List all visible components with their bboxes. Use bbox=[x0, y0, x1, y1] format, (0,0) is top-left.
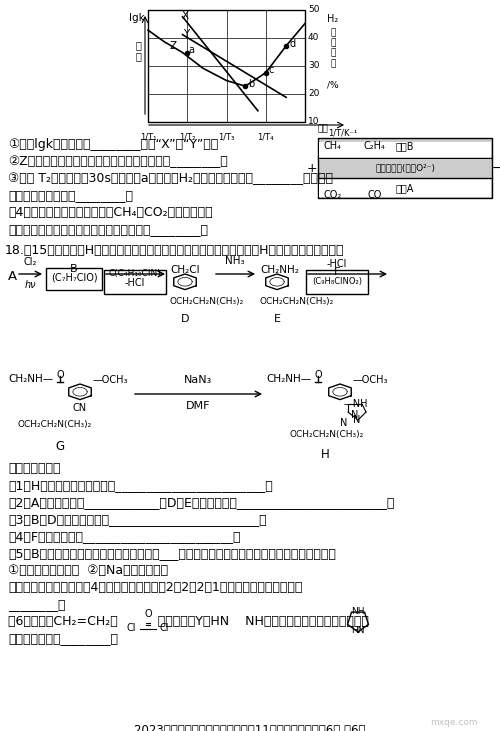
Text: O: O bbox=[56, 370, 64, 380]
Text: 下平衡常数计算式为________。: 下平衡常数计算式为________。 bbox=[8, 189, 133, 202]
Text: 50: 50 bbox=[308, 6, 320, 15]
Text: （6）设计以CH₂=CH₂和          为原料制备Y（HN    NH）的合成路线（用流程图表示，: （6）设计以CH₂=CH₂和 为原料制备Y（HN NH）的合成路线（用流程图表示… bbox=[8, 615, 369, 628]
Text: -HCl: -HCl bbox=[125, 278, 145, 288]
Text: 的
转
化
率: 的 转 化 率 bbox=[330, 28, 336, 68]
Text: 其原理如图所示。转化过程中阳极反应式为________。: 其原理如图所示。转化过程中阳极反应式为________。 bbox=[8, 223, 208, 236]
Bar bbox=[104, 270, 166, 294]
Text: （3）B到D的反应方程式为________________________。: （3）B到D的反应方程式为________________________。 bbox=[8, 513, 266, 526]
Text: 1/T₃: 1/T₃ bbox=[218, 133, 234, 142]
Text: DMF: DMF bbox=[186, 401, 210, 411]
Text: —OCH₃: —OCH₃ bbox=[353, 375, 388, 385]
Text: O: O bbox=[144, 609, 152, 619]
Text: ①代表lgk正曲线的是________（填“X”或“Y”）。: ①代表lgk正曲线的是________（填“X”或“Y”）。 bbox=[8, 138, 218, 151]
Text: N: N bbox=[340, 418, 347, 428]
Text: (C₉H₈ClNO₂): (C₉H₈ClNO₂) bbox=[312, 277, 362, 286]
Text: 增大: 增大 bbox=[318, 124, 328, 133]
Text: 增
大: 增 大 bbox=[135, 40, 141, 61]
Text: —NH: —NH bbox=[344, 399, 368, 409]
Text: C₂H₄: C₂H₄ bbox=[363, 141, 385, 151]
Text: OCH₂CH₂N(CH₃)₂: OCH₂CH₂N(CH₃)₂ bbox=[260, 297, 334, 306]
Text: c: c bbox=[269, 66, 274, 75]
Text: H: H bbox=[320, 448, 330, 461]
Text: F: F bbox=[334, 267, 340, 277]
Text: Cl: Cl bbox=[160, 623, 170, 633]
Text: C(C₄H₁₀ClN): C(C₄H₁₀ClN) bbox=[108, 269, 162, 278]
Text: mxqe.com: mxqe.com bbox=[430, 718, 478, 727]
Text: Cl: Cl bbox=[126, 623, 136, 633]
Text: 18.（15分）化合物H是依托比利的衍生物，它是一种常见胃动力药物，H的一种合成路线如下：: 18.（15分）化合物H是依托比利的衍生物，它是一种常见胃动力药物，H的一种合成… bbox=[5, 244, 344, 257]
Text: D: D bbox=[181, 314, 189, 324]
Text: ①属于芳香族化合物  ②与Na反应产生氢气: ①属于芳香族化合物 ②与Na反应产生氢气 bbox=[8, 564, 168, 577]
Bar bbox=[46, 268, 102, 290]
Text: +: + bbox=[306, 162, 318, 175]
Text: CO₂: CO₂ bbox=[323, 190, 341, 200]
Text: 40: 40 bbox=[308, 34, 320, 42]
Text: OCH₂CH₂N(CH₃)₂: OCH₂CH₂N(CH₃)₂ bbox=[169, 297, 243, 306]
Text: 其中，核磁共振氢谱显示4组峰，且峰面积比为2：2：2：1的同分异构体结构简式为: 其中，核磁共振氢谱显示4组峰，且峰面积比为2：2：2：1的同分异构体结构简式为 bbox=[8, 581, 302, 594]
Text: -HCl: -HCl bbox=[327, 259, 347, 269]
Text: 1/T/K⁻¹: 1/T/K⁻¹ bbox=[328, 128, 358, 137]
Bar bbox=[319, 142, 491, 160]
Text: NH₃: NH₃ bbox=[225, 256, 245, 266]
Text: 10: 10 bbox=[308, 118, 320, 126]
Text: 固体电解质(传导O²⁻): 固体电解质(传导O²⁻) bbox=[375, 164, 435, 173]
Text: 2023年广西三新学术联盟高三年级11月联考（化学）第6页 兲6页: 2023年广西三新学术联盟高三年级11月联考（化学）第6页 兲6页 bbox=[134, 724, 366, 731]
Text: CH₂NH—: CH₂NH— bbox=[8, 374, 53, 384]
Text: B: B bbox=[70, 264, 78, 274]
Text: NH: NH bbox=[351, 607, 365, 616]
Text: 无机试剂任选）________。: 无机试剂任选）________。 bbox=[8, 632, 118, 645]
Text: ________。: ________。 bbox=[8, 598, 66, 611]
Text: 30: 30 bbox=[308, 61, 320, 70]
Bar bbox=[319, 179, 491, 197]
Text: X: X bbox=[182, 11, 189, 21]
Text: (C₇H₇ClO): (C₇H₇ClO) bbox=[50, 273, 98, 283]
Text: 1/T₄: 1/T₄ bbox=[258, 133, 274, 142]
Text: d: d bbox=[290, 39, 296, 48]
Text: N: N bbox=[352, 410, 358, 420]
Text: ③假设 T₂温度下经过30s反应达到a点状态，H₂的平均反应速率为________，该温度: ③假设 T₂温度下经过30s反应达到a点状态，H₂的平均反应速率为_______… bbox=[8, 172, 333, 185]
Text: 电极A: 电极A bbox=[396, 183, 414, 193]
Bar bbox=[148, 10, 305, 122]
Text: CO: CO bbox=[368, 190, 382, 200]
Text: G: G bbox=[56, 440, 64, 453]
Text: H₂: H₂ bbox=[328, 14, 338, 24]
Text: CH₂Cl: CH₂Cl bbox=[170, 265, 200, 275]
Text: 1/T₂: 1/T₂ bbox=[179, 133, 196, 142]
Text: （1）H中含氧官能团的名称是________________________。: （1）H中含氧官能团的名称是________________________。 bbox=[8, 479, 273, 492]
Text: lgk: lgk bbox=[129, 13, 145, 23]
Text: CH₂NH—: CH₂NH— bbox=[266, 374, 311, 384]
Text: CN: CN bbox=[73, 403, 87, 413]
Text: CH₄: CH₄ bbox=[323, 141, 341, 151]
Text: （2）A的化学名称是____________，D到E的反应类型是________________________。: （2）A的化学名称是____________，D到E的反应类型是________… bbox=[8, 496, 394, 509]
Text: hν: hν bbox=[24, 280, 36, 290]
Text: /%: /% bbox=[327, 80, 339, 89]
Text: NaN₃: NaN₃ bbox=[184, 375, 212, 385]
Text: ②Z曲线上表示一定未达到化学平衡状态的点是________。: ②Z曲线上表示一定未达到化学平衡状态的点是________。 bbox=[8, 155, 228, 168]
Text: 回答下列问题：: 回答下列问题： bbox=[8, 462, 60, 475]
Text: 电极B: 电极B bbox=[396, 141, 414, 151]
Text: —OCH₃: —OCH₃ bbox=[93, 375, 128, 385]
Text: Y: Y bbox=[182, 29, 189, 39]
Text: Z: Z bbox=[170, 41, 176, 51]
Bar bbox=[306, 270, 368, 294]
Text: O: O bbox=[314, 370, 322, 380]
Text: CH₂NH₂: CH₂NH₂ bbox=[260, 265, 299, 275]
Text: E: E bbox=[274, 314, 280, 324]
Text: A: A bbox=[8, 270, 17, 283]
Text: N: N bbox=[354, 415, 360, 425]
Bar bbox=[318, 138, 492, 198]
Text: 20: 20 bbox=[308, 89, 320, 99]
Text: Cl₂: Cl₂ bbox=[24, 257, 36, 267]
Text: OCH₂CH₂N(CH₃)₂: OCH₂CH₂N(CH₃)₂ bbox=[18, 420, 92, 429]
Text: HN: HN bbox=[351, 626, 365, 635]
Text: −: − bbox=[492, 162, 500, 175]
Text: （4）F的结构简式为________________________。: （4）F的结构简式为________________________。 bbox=[8, 530, 240, 543]
Text: a: a bbox=[189, 45, 195, 55]
Text: （5）B符合下列条件的同分异构体的数目有___种（不考虑羟基和氯原子连在同一个碳原子上）: （5）B符合下列条件的同分异构体的数目有___种（不考虑羟基和氯原子连在同一个碳… bbox=[8, 547, 336, 560]
Text: 1/T₁: 1/T₁ bbox=[140, 133, 156, 142]
Text: （4）利用某电化学装置可实现CH₄和CO₂的耦合转化，: （4）利用某电化学装置可实现CH₄和CO₂的耦合转化， bbox=[8, 206, 212, 219]
Text: OCH₂CH₂N(CH₃)₂: OCH₂CH₂N(CH₃)₂ bbox=[290, 430, 364, 439]
Text: b: b bbox=[248, 79, 254, 89]
